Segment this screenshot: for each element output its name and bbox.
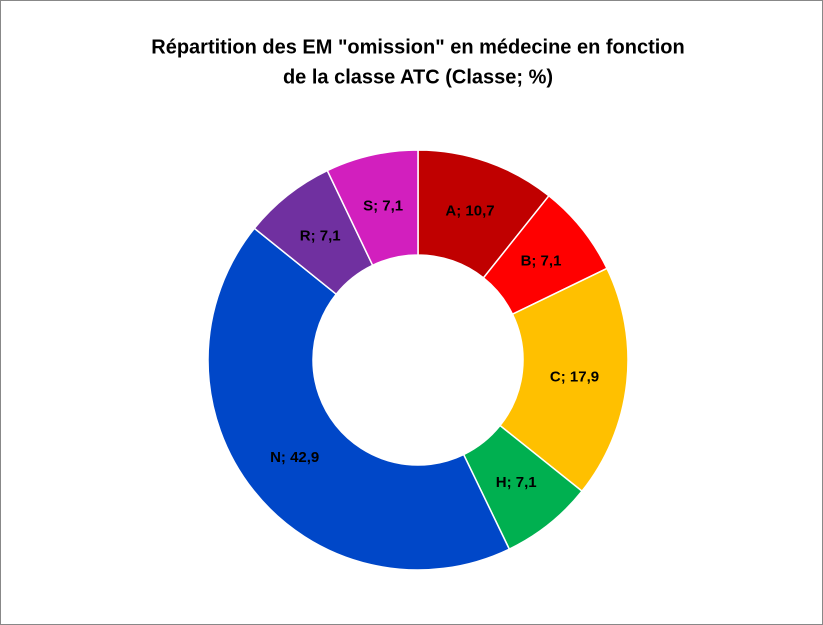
data-label: H; 7,1 <box>496 474 537 491</box>
donut-segment <box>326 149 419 267</box>
data-label: C; 17,9 <box>550 369 599 386</box>
data-label: A; 10,7 <box>445 202 494 219</box>
data-label: B; 7,1 <box>521 253 562 270</box>
data-label: R; 7,1 <box>300 228 341 245</box>
donut-segment <box>498 267 629 493</box>
chart-subtitle: de la classe ATC (Classe; %) <box>283 66 553 88</box>
data-label: S; 7,1 <box>363 197 403 214</box>
chart-title: Répartition des EM "omission" en médecin… <box>151 36 685 58</box>
data-label: N; 42,9 <box>270 449 319 466</box>
donut-segment <box>207 227 511 571</box>
